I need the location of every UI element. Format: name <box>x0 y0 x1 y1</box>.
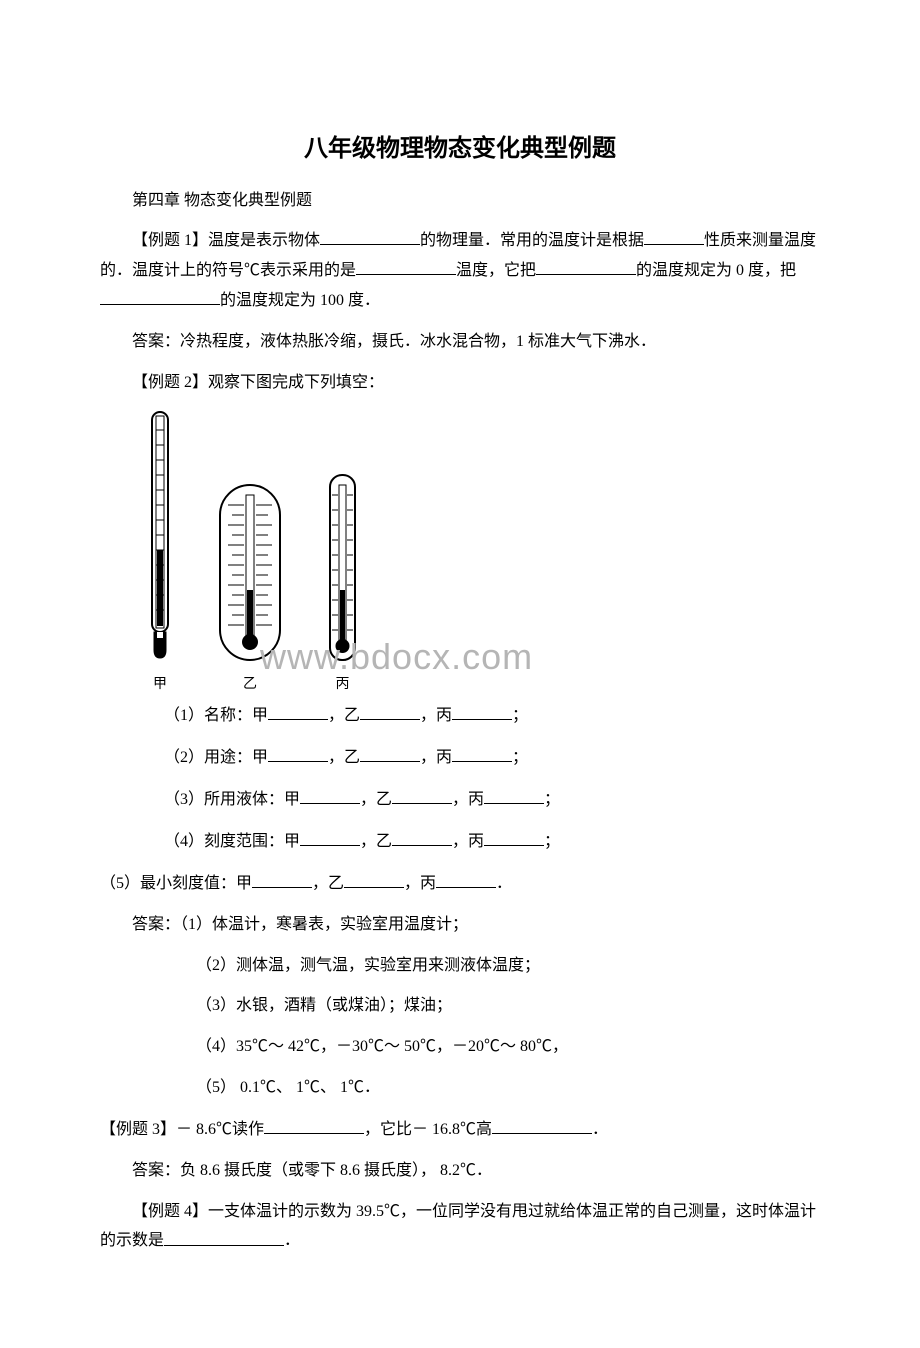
q2-i3-pre: （3）所用液体：甲 <box>164 791 300 808</box>
page-title: 八年级物理物态变化典型例题 <box>100 130 820 168</box>
q3-mid: ，它比－ 16.8℃高 <box>364 1121 492 1138</box>
q2-i1-end: ； <box>512 707 528 724</box>
q2-answer-5: （5） 0.1℃、 1℃、 1℃． <box>100 1074 820 1103</box>
q2-answer-3: （3）水银，酒精（或煤油）；煤油； <box>100 992 820 1021</box>
thermometer-c-label: 丙 <box>336 674 350 696</box>
q1-text-6: 的温度规定为 100 度． <box>220 292 380 309</box>
blank <box>164 1226 284 1245</box>
blank <box>252 869 312 888</box>
blank <box>356 256 456 275</box>
q2-item-3: （3）所用液体：甲 ，乙 ，丙 ； <box>100 785 820 815</box>
q2-item-5: （5）最小刻度值：甲 ，乙 ，丙 ． <box>100 869 820 899</box>
q3-pre: 【例题 3】－ 8.6℃读作 <box>100 1121 264 1138</box>
q2-i4-m1: ，乙 <box>360 833 392 850</box>
q2-item-4: （4）刻度范围：甲 ，乙 ，丙 ； <box>100 827 820 857</box>
q2-i2-m2: ，丙 <box>420 749 452 766</box>
q2-answer-2: （2）测体温，测气温，实验室用来测液体温度； <box>100 952 820 981</box>
q2-i3-end: ； <box>544 791 560 808</box>
blank <box>320 226 420 245</box>
watermark-text: www.bdocx.com <box>260 628 533 686</box>
blank <box>392 785 452 804</box>
blank <box>344 869 404 888</box>
q1-text-4: 温度，它把 <box>456 262 536 279</box>
q1-text-2: 的物理量．常用的温度计是根据 <box>420 232 644 249</box>
question-3-answer: 答案：负 8.6 摄氏度（或零下 8.6 摄氏度）， 8.2℃． <box>100 1157 820 1186</box>
q2-i1-m1: ，乙 <box>328 707 360 724</box>
q2-i5-end: ． <box>496 875 512 892</box>
q4-end: ． <box>284 1233 300 1250</box>
thermometer-b-label: 乙 <box>243 674 257 696</box>
thermometer-b-icon <box>210 480 290 670</box>
q2-i5-m2: ，丙 <box>404 875 436 892</box>
q2-i2-pre: （2）用途：甲 <box>164 749 268 766</box>
q2-i2-m1: ，乙 <box>328 749 360 766</box>
blank <box>300 785 360 804</box>
blank <box>392 827 452 846</box>
thermometer-c-icon <box>320 470 365 670</box>
blank <box>436 869 496 888</box>
q2-i5-m1: ，乙 <box>312 875 344 892</box>
q2-i2-end: ； <box>512 749 528 766</box>
q2-i4-end: ； <box>544 833 560 850</box>
thermometer-a-wrap: 甲 <box>140 410 180 696</box>
q3-end: ． <box>592 1121 608 1138</box>
blank <box>360 743 420 762</box>
blank <box>268 743 328 762</box>
q2-answer-4: （4）35℃～ 42℃，－30℃～ 50℃，－20℃～ 80℃， <box>100 1033 820 1062</box>
q2-i1-pre: （1）名称：甲 <box>164 707 268 724</box>
q2-i1-m2: ，丙 <box>420 707 452 724</box>
blank <box>264 1115 364 1134</box>
thermometer-b-wrap: 乙 <box>210 480 290 696</box>
blank <box>452 701 512 720</box>
q2-i4-pre: （4）刻度范围：甲 <box>164 833 300 850</box>
question-3: 【例题 3】－ 8.6℃读作 ，它比－ 16.8℃高 ． <box>100 1115 820 1145</box>
blank <box>300 827 360 846</box>
blank <box>536 256 636 275</box>
thermometer-a-label: 甲 <box>153 674 167 696</box>
q2-answer-1: 答案：（1）体温计，寒暑表，实验室用温度计； <box>100 911 820 940</box>
q1-text-5: 的温度规定为 0 度，把 <box>636 262 796 279</box>
blank <box>492 1115 592 1134</box>
blank <box>644 226 704 245</box>
blank <box>484 827 544 846</box>
question-1: 【例题 1】温度是表示物体的物理量．常用的温度计是根据性质来测量温度的．温度计上… <box>100 226 820 316</box>
thermometer-a-icon <box>140 410 180 670</box>
q2-i3-m2: ，丙 <box>452 791 484 808</box>
q2-i4-m2: ，丙 <box>452 833 484 850</box>
blank <box>360 701 420 720</box>
q2-i5-pre: （5）最小刻度值：甲 <box>100 875 252 892</box>
thermometer-c-wrap: 丙 <box>320 470 365 696</box>
question-2-header: 【例题 2】观察下图完成下列填空： <box>100 369 820 398</box>
blank <box>452 743 512 762</box>
question-4: 【例题 4】一支体温计的示数为 39.5℃，一位同学没有甩过就给体温正常的自己测… <box>100 1198 820 1257</box>
q2-i3-m1: ，乙 <box>360 791 392 808</box>
thermometer-figure: 甲 乙 <box>140 410 820 696</box>
blank <box>484 785 544 804</box>
chapter-label: 第四章 物态变化典型例题 <box>100 188 820 214</box>
question-1-answer: 答案：冷热程度，液体热胀冷缩，摄氏．冰水混合物，1 标准大气下沸水． <box>100 328 820 357</box>
q2-item-1: （1）名称：甲 ，乙 ，丙 ； <box>100 701 820 731</box>
q1-text-1: 【例题 1】温度是表示物体 <box>132 232 320 249</box>
q2-item-2: （2）用途：甲 ，乙 ，丙 ； <box>100 743 820 773</box>
blank <box>100 286 220 305</box>
blank <box>268 701 328 720</box>
